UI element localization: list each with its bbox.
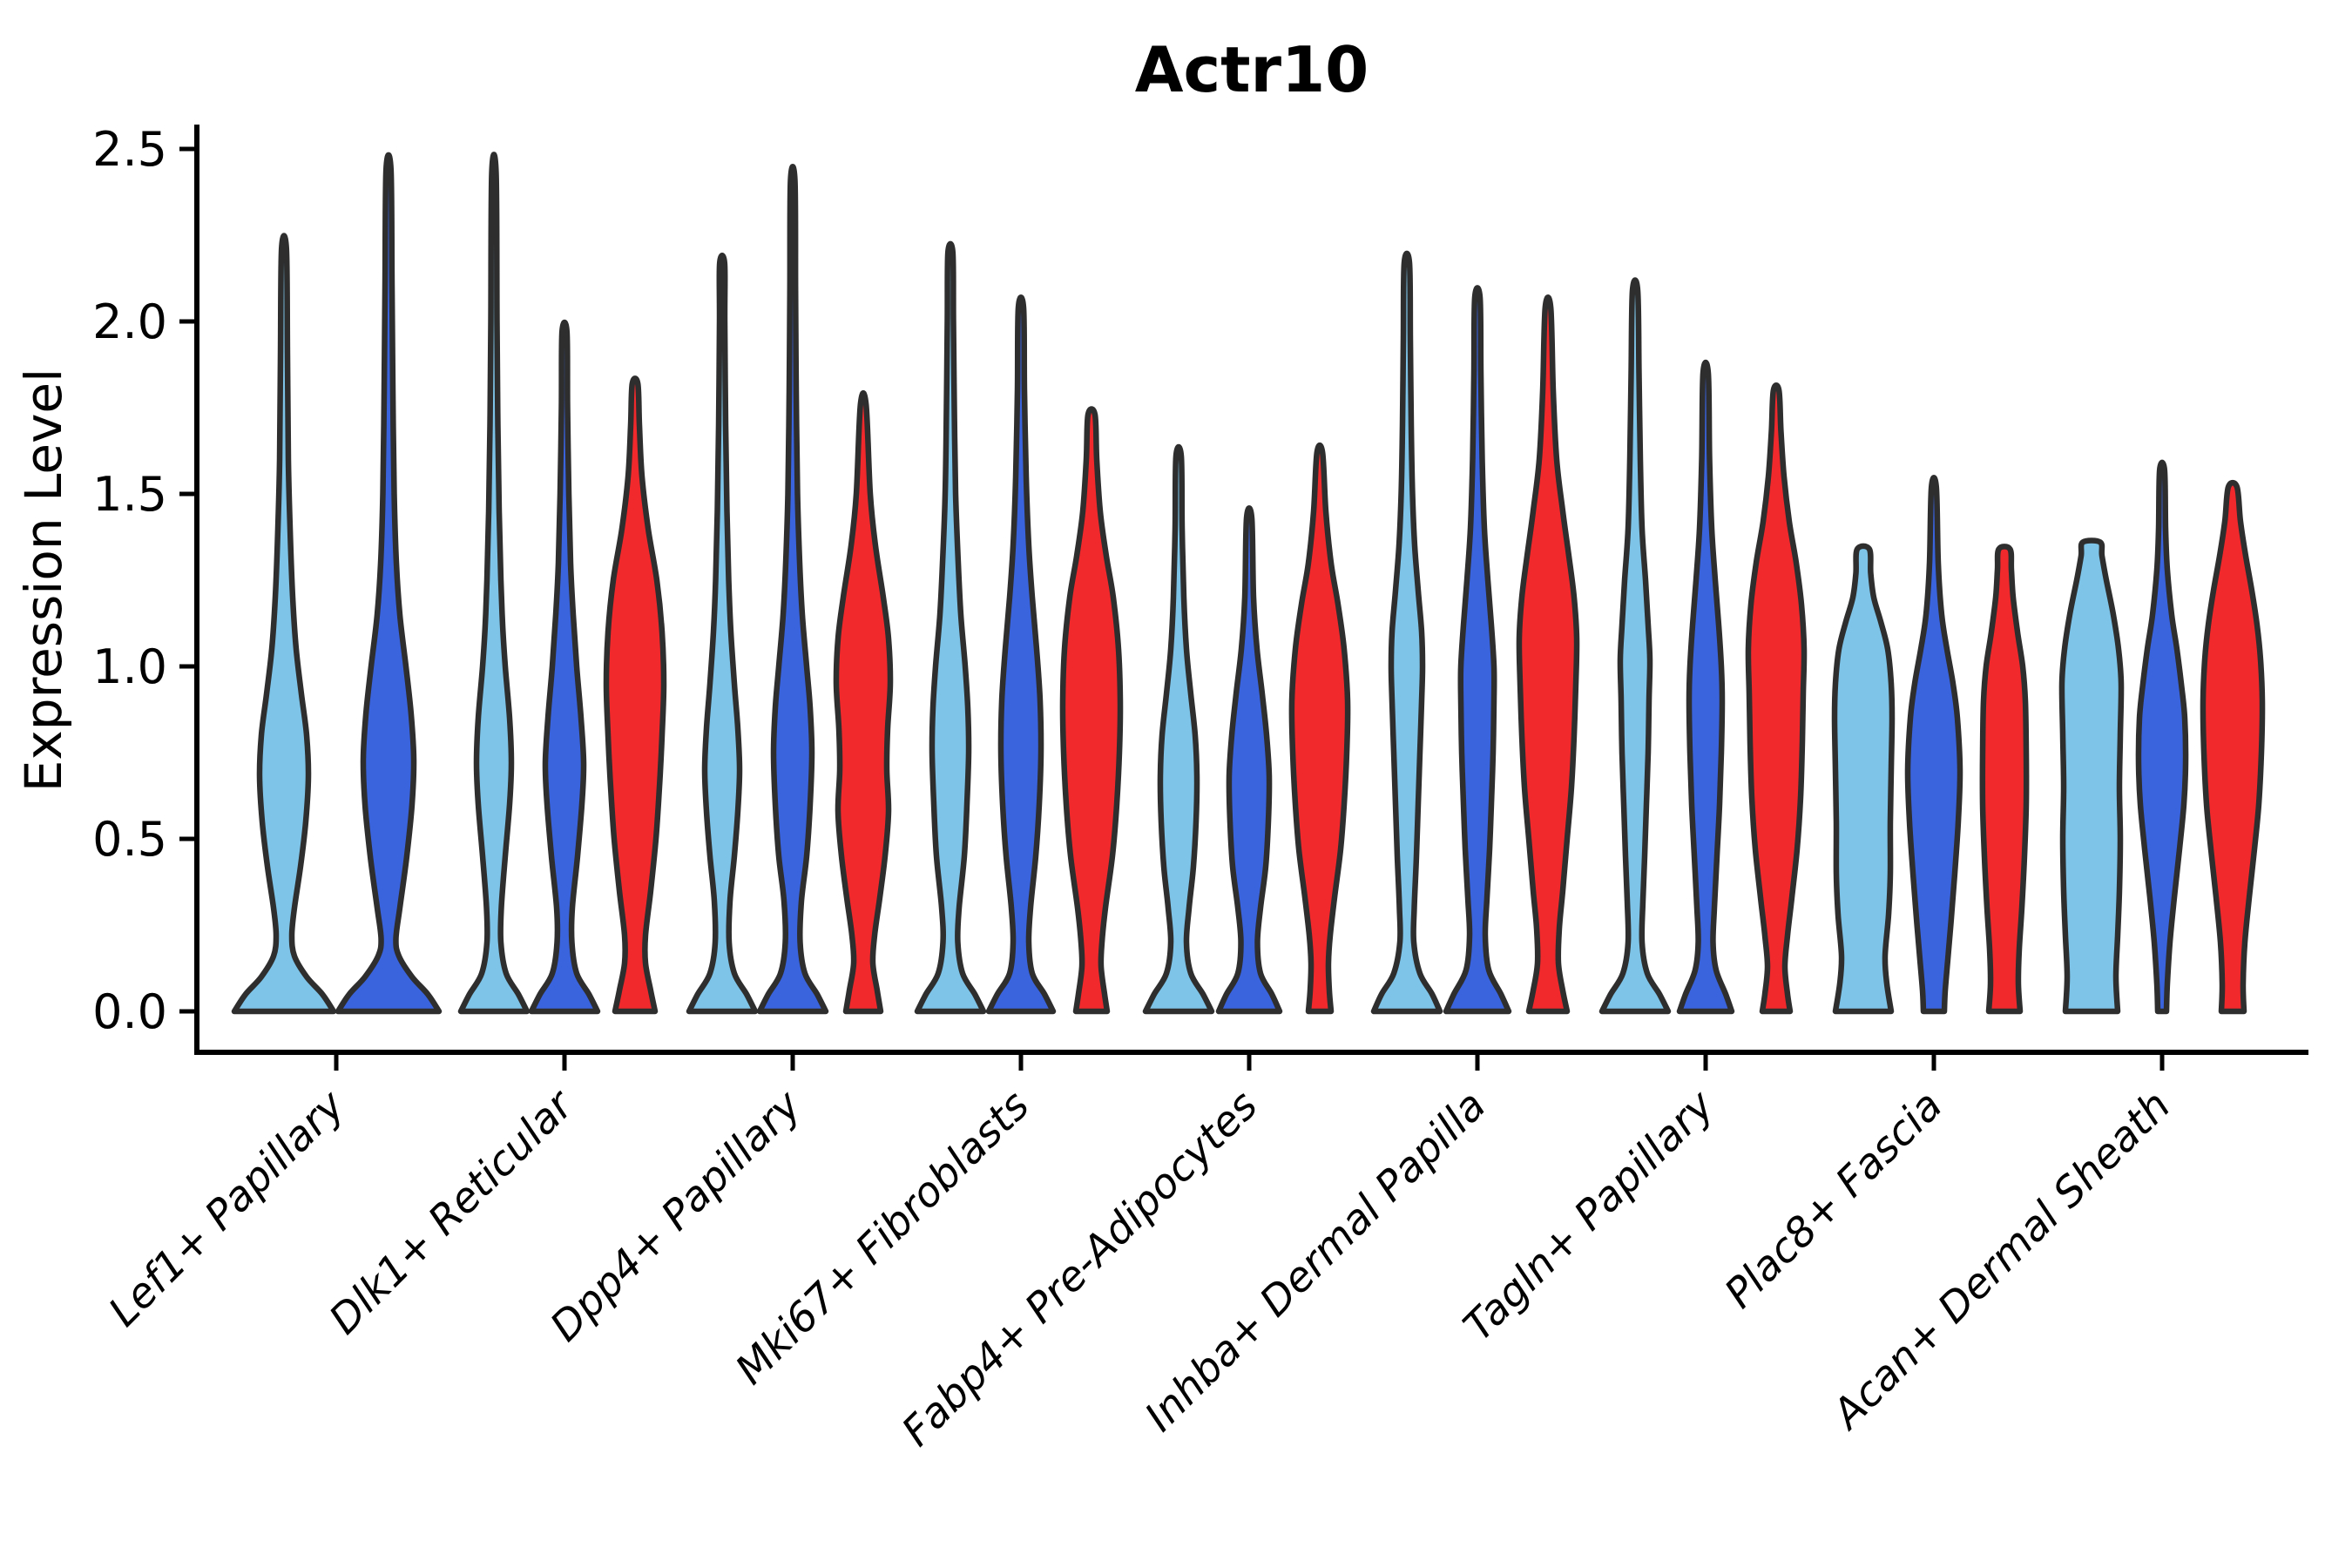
violin-8-red (1979, 544, 2030, 1015)
violin-group-layer (231, 152, 2266, 1015)
x-tick-label-2: Dlk1+ Reticular (321, 1080, 585, 1344)
violin-3-red (833, 389, 894, 1015)
y-tick-label: 2.5 (92, 122, 167, 177)
violin-2-blue (528, 319, 601, 1015)
violin-5-skyblue (1142, 443, 1215, 1015)
violin-8-blue (1904, 474, 1963, 1015)
violin-1-blue (335, 152, 443, 1015)
y-axis-label: Expression Level (14, 368, 73, 792)
y-tick-label: 0.0 (92, 984, 167, 1039)
violin-2-skyblue (457, 152, 531, 1015)
y-tick-label: 2.0 (92, 294, 167, 349)
y-axis: 0.0 0.5 1.0 1.5 2.0 2.5 (92, 122, 197, 1039)
violin-6-skyblue (1370, 250, 1443, 1015)
violin-4-blue (985, 294, 1057, 1015)
y-tick-label: 1.0 (92, 639, 167, 694)
violin-9-red (2200, 479, 2266, 1015)
violin-9-blue (2135, 459, 2189, 1015)
violin-3-skyblue (686, 253, 759, 1015)
violin-7-red (1745, 382, 1808, 1015)
violin-4-red (1059, 406, 1124, 1015)
violin-5-blue (1215, 505, 1283, 1015)
violin-9-skyblue (2058, 537, 2125, 1015)
violin-7-blue (1676, 359, 1735, 1015)
violin-5-red (1288, 442, 1351, 1015)
y-tick-label: 1.5 (92, 467, 167, 522)
x-tick-label-8: Plac8+ Fascia (1715, 1082, 1951, 1318)
x-tick-label-1: Lef1+ Papillary (99, 1081, 355, 1336)
y-tick-label: 0.5 (92, 812, 167, 867)
violin-2-red (603, 375, 667, 1015)
violin-3-blue (756, 164, 829, 1015)
chart-title: Actr10 (1135, 33, 1369, 106)
violin-6-blue (1443, 285, 1512, 1015)
x-tick-label-7: Tagln+ Papillary (1455, 1081, 1725, 1351)
violin-7-skyblue (1598, 277, 1672, 1015)
violin-4-skyblue (914, 240, 987, 1015)
violin-8-skyblue (1831, 543, 1896, 1015)
violin-6-red (1516, 294, 1580, 1015)
violin-1-skyblue (231, 233, 337, 1015)
x-tick-label-3: Dpp4+ Papillary (541, 1081, 811, 1351)
